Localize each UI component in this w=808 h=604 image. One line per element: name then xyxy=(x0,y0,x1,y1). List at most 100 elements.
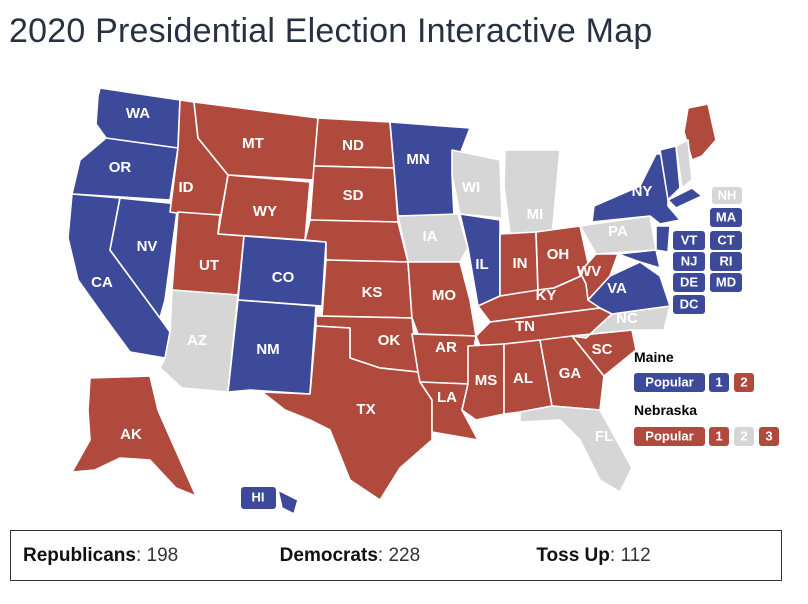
state-ga[interactable] xyxy=(539,335,605,411)
svg-text:DC: DC xyxy=(680,296,699,311)
republicans-total: Republicans: 198 xyxy=(23,544,179,566)
svg-text:CT: CT xyxy=(717,232,734,247)
nebraska-popular[interactable]: Popular xyxy=(634,427,705,446)
democrats-value: 228 xyxy=(388,544,421,566)
tossup-label: Toss Up xyxy=(536,544,610,566)
state-me[interactable] xyxy=(683,103,717,161)
svg-text:HI: HI xyxy=(252,489,265,504)
state-tx[interactable] xyxy=(261,325,433,501)
label-ky: KY xyxy=(536,287,557,304)
maine-popular[interactable]: Popular xyxy=(634,373,705,392)
maine-title: Maine xyxy=(634,349,674,365)
label-mt: MT xyxy=(242,135,264,152)
svg-text:DE: DE xyxy=(680,274,698,289)
label-fl: FL xyxy=(595,428,613,445)
label-nd: ND xyxy=(342,137,364,154)
maine-district-2[interactable]: 2 xyxy=(734,373,754,392)
state-md-shape[interactable] xyxy=(617,249,661,269)
state-ny[interactable] xyxy=(591,153,681,225)
svg-text:1: 1 xyxy=(715,374,722,389)
svg-text:3: 3 xyxy=(765,428,772,443)
tile-ct[interactable]: CT xyxy=(710,231,742,250)
state-or[interactable] xyxy=(71,137,179,201)
tile-ri[interactable]: RI xyxy=(710,252,742,271)
democrats-total: Democrats: 228 xyxy=(279,544,421,566)
tile-nh[interactable]: NH xyxy=(712,187,742,204)
label-ms: MS xyxy=(475,372,498,389)
state-va[interactable] xyxy=(587,261,671,315)
label-oh: OH xyxy=(547,246,570,263)
maine-district-1[interactable]: 1 xyxy=(709,373,729,392)
label-va: VA xyxy=(607,280,627,297)
label-mi: MI xyxy=(527,206,544,223)
label-ks: KS xyxy=(362,284,383,301)
nebraska-title: Nebraska xyxy=(634,402,697,418)
state-hi[interactable] xyxy=(277,489,299,515)
state-mi[interactable] xyxy=(503,149,561,237)
svg-text:Popular: Popular xyxy=(645,374,693,389)
label-wa: WA xyxy=(126,105,150,122)
tile-nj[interactable]: NJ xyxy=(673,252,705,271)
state-labels: WA OR CA NV ID MT WY UT AZ CO NM ND SD K… xyxy=(91,105,652,445)
svg-text:MA: MA xyxy=(716,209,737,224)
nebraska-district-2[interactable]: 2 xyxy=(734,427,754,446)
label-in: IN xyxy=(513,255,528,272)
label-or: OR xyxy=(109,159,132,176)
svg-text:VT: VT xyxy=(681,232,698,247)
label-al: AL xyxy=(513,370,533,387)
state-mt[interactable] xyxy=(193,101,319,181)
label-wi: WI xyxy=(462,179,480,196)
nebraska-district-1[interactable]: 1 xyxy=(709,427,729,446)
tile-md[interactable]: MD xyxy=(710,273,742,292)
state-fl[interactable] xyxy=(519,405,633,493)
svg-text:Popular: Popular xyxy=(645,428,693,443)
svg-text:1: 1 xyxy=(715,428,722,443)
label-wv: WV xyxy=(577,263,601,280)
label-ak: AK xyxy=(120,426,142,443)
nebraska-district-3[interactable]: 3 xyxy=(759,427,779,446)
label-ar: AR xyxy=(435,339,457,356)
tile-dc[interactable]: DC xyxy=(673,295,705,314)
label-pa: PA xyxy=(608,223,628,240)
republicans-value: 198 xyxy=(146,544,179,566)
state-ia[interactable] xyxy=(397,213,469,263)
tile-hi[interactable]: HI xyxy=(241,487,276,509)
label-sc: SC xyxy=(592,341,613,358)
split-vote-panel: Maine Popular 1 2 Nebraska Popular 1 2 3 xyxy=(634,349,779,446)
tile-ma[interactable]: MA xyxy=(710,208,742,227)
republicans-label: Republicans xyxy=(23,544,136,566)
svg-text:2: 2 xyxy=(740,428,747,443)
state-nj-shape[interactable] xyxy=(655,225,671,253)
page-title: 2020 Presidential Election Interactive M… xyxy=(9,12,653,50)
svg-text:2: 2 xyxy=(740,374,747,389)
label-id: ID xyxy=(179,179,194,196)
state-ma-shape[interactable] xyxy=(667,187,703,209)
label-ut: UT xyxy=(199,257,219,274)
label-sd: SD xyxy=(343,187,364,204)
state-wi[interactable] xyxy=(451,149,503,219)
tossup-total: Toss Up: 112 xyxy=(536,544,651,566)
svg-text:NH: NH xyxy=(718,187,737,202)
label-co: CO xyxy=(272,269,295,286)
state-nh-shape[interactable] xyxy=(675,139,693,189)
state-nv[interactable] xyxy=(109,197,179,319)
label-ok: OK xyxy=(378,332,401,349)
tossup-value: 112 xyxy=(620,544,651,566)
svg-text:NJ: NJ xyxy=(681,253,698,268)
state-ak[interactable] xyxy=(71,375,197,497)
tile-vt[interactable]: VT xyxy=(673,231,705,250)
democrats-label: Democrats xyxy=(279,544,378,566)
svg-text:RI: RI xyxy=(720,253,733,268)
label-il: IL xyxy=(475,256,488,273)
label-ny: NY xyxy=(632,183,653,200)
label-ga: GA xyxy=(559,365,582,382)
tile-de[interactable]: DE xyxy=(673,273,705,292)
label-mn: MN xyxy=(406,151,429,168)
svg-text:MD: MD xyxy=(716,274,736,289)
label-az: AZ xyxy=(187,332,207,349)
us-electoral-map: WA OR CA NV ID MT WY UT AZ CO NM ND SD K… xyxy=(67,87,779,515)
label-nv: NV xyxy=(137,238,158,255)
label-tn: TN xyxy=(515,318,535,335)
state-ne-corridor[interactable] xyxy=(659,145,681,201)
label-ia: IA xyxy=(423,228,438,245)
